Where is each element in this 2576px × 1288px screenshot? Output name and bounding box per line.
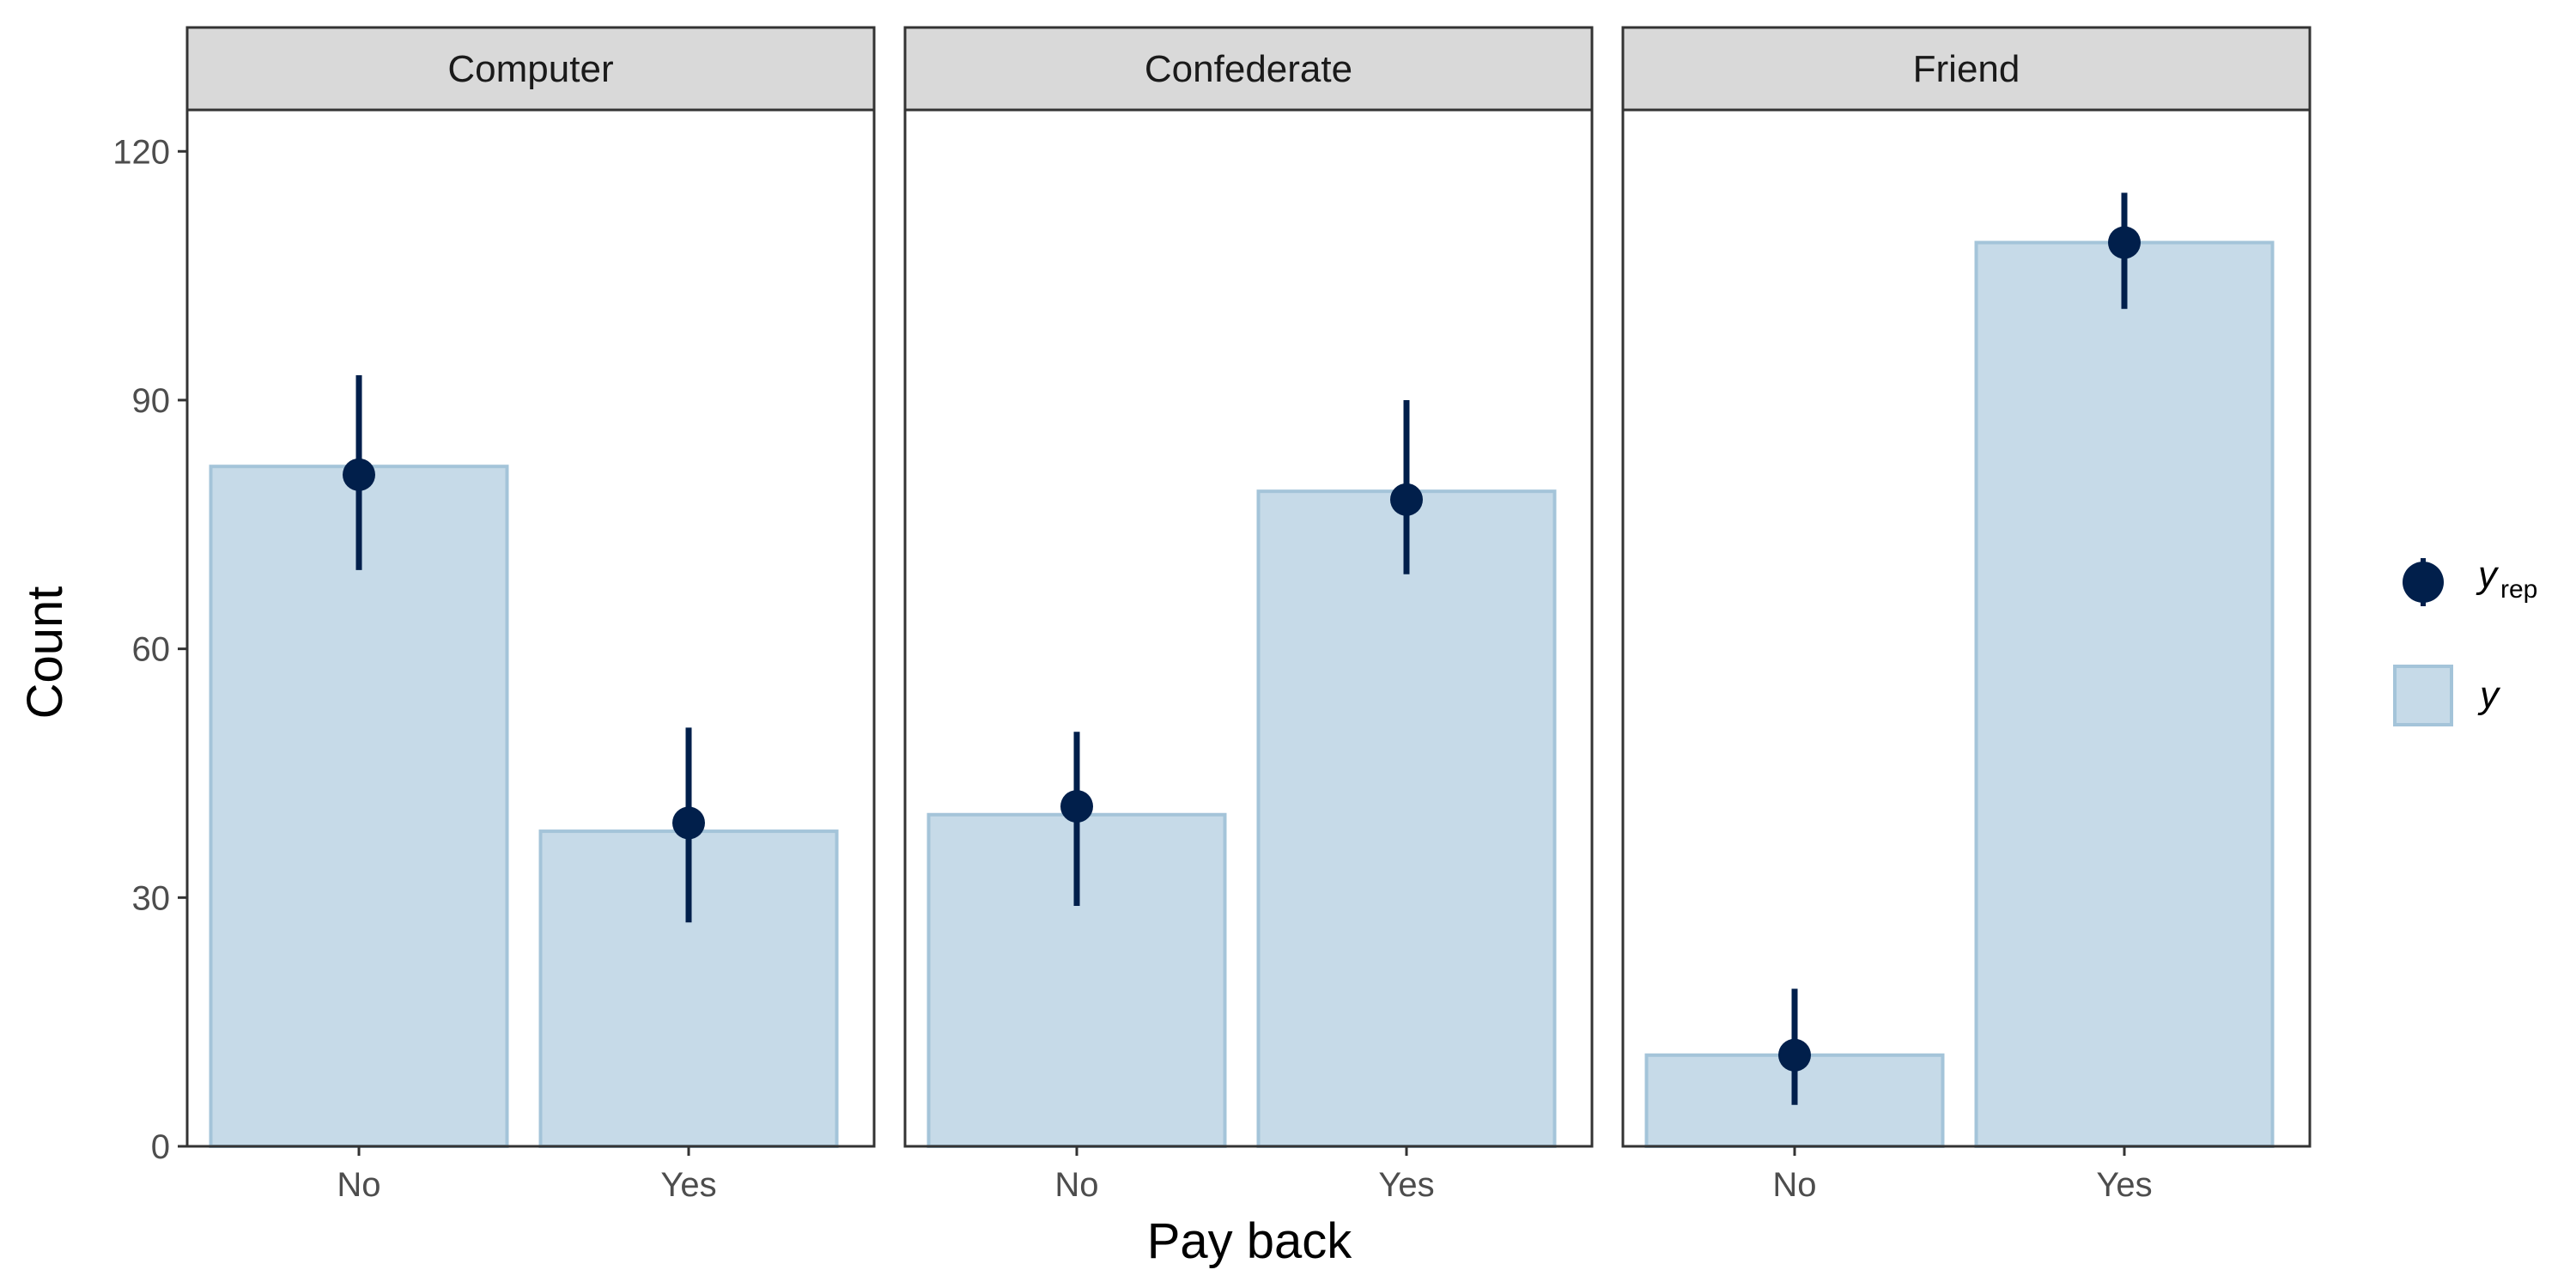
x-tick-label: No xyxy=(1772,1166,1816,1204)
y-axis-title: Count xyxy=(17,586,73,720)
point-confederate-no xyxy=(1060,790,1093,823)
facet-strip xyxy=(185,26,876,112)
x-axis-title: Pay back xyxy=(1147,1213,1353,1269)
x-tick-label: No xyxy=(337,1166,380,1204)
legend-label-yrep: y rep xyxy=(2476,554,2537,604)
y-axis: 0 30 60 90 120 xyxy=(112,133,187,1166)
y-tick-label: 90 xyxy=(132,382,171,420)
legend: y rep y xyxy=(2393,554,2537,726)
facet-strip-label: Confederate xyxy=(1145,48,1352,90)
panel-border xyxy=(903,108,1594,1148)
legend-label-y: y xyxy=(2477,674,2501,716)
panel-border xyxy=(185,108,876,1148)
legend-key-yrep-point xyxy=(2403,562,2444,603)
facet-strip-label: Computer xyxy=(447,48,613,90)
y-tick-label: 120 xyxy=(112,133,170,171)
point-friend-yes xyxy=(2108,226,2141,259)
facet-strip-label: Friend xyxy=(1913,48,2020,90)
facet-panel-computer: Computer No Yes xyxy=(185,26,876,1204)
bar-confederate-yes xyxy=(1256,489,1557,1148)
point-computer-yes xyxy=(672,806,705,840)
facet-strip xyxy=(903,26,1594,112)
y-tick-label: 30 xyxy=(132,879,171,917)
x-tick-label: No xyxy=(1054,1166,1098,1204)
facet-strip xyxy=(1621,26,2312,112)
facet-panel-confederate: Confederate No Yes xyxy=(903,26,1594,1204)
point-computer-no xyxy=(343,458,375,491)
legend-key-y xyxy=(2393,665,2453,726)
facet-panels: Computer No Yes Confederate No Yes Friend No Yes xyxy=(185,26,2312,1204)
facet-panel-friend: Friend No Yes xyxy=(1621,26,2312,1204)
y-tick-label: 60 xyxy=(132,631,171,669)
point-confederate-yes xyxy=(1390,483,1423,516)
x-tick-label: Yes xyxy=(660,1166,716,1204)
panel-border xyxy=(1621,108,2312,1148)
point-friend-no xyxy=(1778,1038,1811,1072)
bar-friend-yes xyxy=(1974,240,2275,1149)
x-tick-label: Yes xyxy=(2096,1166,2152,1204)
x-tick-label: Yes xyxy=(1378,1166,1434,1204)
y-tick-label: 0 xyxy=(151,1128,170,1166)
